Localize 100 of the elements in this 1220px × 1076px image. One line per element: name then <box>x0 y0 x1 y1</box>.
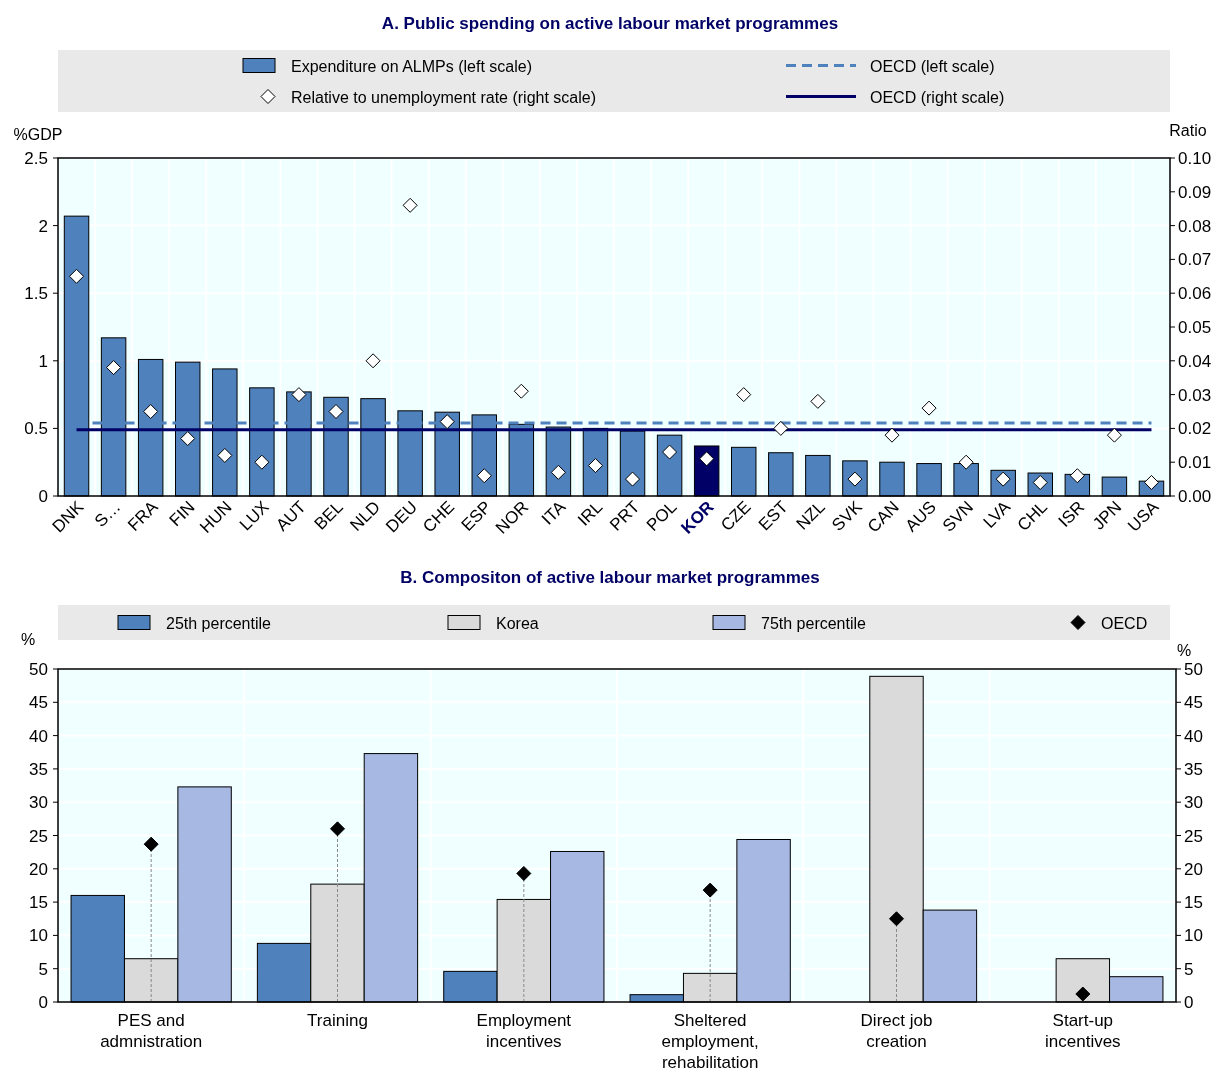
y-axis-title: % <box>20 631 36 648</box>
y2-tick-label: 45 <box>1184 693 1203 713</box>
y2-tick-label: 0.03 <box>1178 385 1212 405</box>
point <box>625 471 641 487</box>
point <box>550 464 566 480</box>
y2-tick-label: 0.04 <box>1178 351 1212 371</box>
y2-tick-label: 25 <box>1184 826 1203 846</box>
y-tick-label: 2 <box>38 216 48 236</box>
point <box>513 383 529 399</box>
y-tick-label: 1.5 <box>24 284 48 304</box>
point <box>884 427 900 443</box>
y2-tick-label: 0.06 <box>1178 284 1212 304</box>
y-tick-label: 50 <box>29 660 48 679</box>
point <box>958 454 974 470</box>
point <box>69 268 85 284</box>
y-axis-title: %GDP <box>13 126 63 143</box>
x-tick-label: Employment incentives <box>476 1011 572 1051</box>
x-tick-label: FRA <box>124 496 162 535</box>
y2-tick-label: 0.02 <box>1178 419 1212 439</box>
point <box>810 393 826 409</box>
y-tick-label: 25 <box>29 826 48 846</box>
y-tick-label: 0 <box>38 487 48 506</box>
legend-label: Expenditure on ALMPs (left scale) <box>291 57 533 75</box>
y2-tick-label: 50 <box>1184 660 1203 679</box>
legend-label: OECD (right scale) <box>870 88 1005 106</box>
y-tick-label: 40 <box>29 726 48 746</box>
y2-tick-label: 0.07 <box>1178 250 1212 270</box>
point <box>736 387 752 403</box>
point <box>180 431 196 447</box>
y2-tick-label: 0.00 <box>1178 487 1212 506</box>
x-tick-label: POL <box>642 497 681 535</box>
y2-tick-label: 0.01 <box>1178 453 1212 473</box>
point <box>1106 427 1122 443</box>
y-tick-label: 15 <box>29 893 48 913</box>
y-tick-label: 1 <box>38 351 48 371</box>
point <box>291 387 307 403</box>
y2-tick-label: 0 <box>1184 993 1194 1012</box>
x-tick-label: LVA <box>979 496 1015 532</box>
y-tick-label: 5 <box>38 959 48 979</box>
y2-tick-label: 15 <box>1184 893 1203 913</box>
y-tick-label: 10 <box>29 926 48 946</box>
point <box>773 420 789 436</box>
y2-tick-label: 30 <box>1184 793 1203 813</box>
chart-title: A. Public spending on active labour market programmes <box>381 14 839 33</box>
point <box>516 865 532 881</box>
legend-label: OECD <box>1101 614 1148 632</box>
point <box>217 447 233 463</box>
y-tick-label: 30 <box>29 793 48 813</box>
legend-label: Korea <box>496 614 539 632</box>
point <box>1069 468 1085 484</box>
point <box>921 400 937 416</box>
point <box>328 404 344 419</box>
x-tick-label: S… <box>90 497 125 531</box>
chart-title: B. Compositon of active labour market programmes <box>400 568 820 587</box>
point <box>889 911 904 927</box>
x-tick-label: ISR <box>1054 497 1089 531</box>
point <box>402 197 418 213</box>
y-tick-label: 35 <box>29 759 48 779</box>
point <box>699 451 715 467</box>
y2-tick-label: 35 <box>1184 759 1203 779</box>
x-tick-label: ITA <box>537 496 570 529</box>
y-tick-label: 20 <box>29 859 48 879</box>
y-tick-label: 45 <box>29 693 48 713</box>
point <box>330 821 345 837</box>
legend-label: Relative to unemployment rate (right scale) <box>291 88 597 106</box>
x-tick-label: USA <box>1124 496 1163 536</box>
point <box>439 414 455 430</box>
x-tick-label: Training <box>307 1011 368 1030</box>
point <box>1075 986 1091 1002</box>
y2-tick-label: 0.05 <box>1178 318 1212 337</box>
point <box>702 882 718 898</box>
y2-tick-label: 10 <box>1184 926 1203 946</box>
x-tick-label: Sheltered employment, rehabilitation <box>661 1011 759 1072</box>
point <box>587 458 603 474</box>
point <box>476 468 492 484</box>
y-tick-label: 0.5 <box>24 419 48 439</box>
legend-label: 25th percentile <box>166 614 272 632</box>
y2-tick-label: 40 <box>1184 726 1203 746</box>
x-tick-label: BEL <box>310 497 347 534</box>
y2-tick-label: 0.09 <box>1178 182 1212 202</box>
x-tick-label: IRL <box>574 497 607 530</box>
y-tick-label: 2.5 <box>24 149 48 168</box>
legend-label: OECD (left scale) <box>870 57 995 75</box>
y2-axis-title: % <box>1176 642 1192 659</box>
point <box>662 444 678 460</box>
x-tick-label: Direct job creation <box>860 1011 933 1051</box>
x-tick-label: PES and admnistration <box>100 1011 203 1051</box>
y2-tick-label: 5 <box>1184 959 1194 979</box>
x-tick-label: FIN <box>165 497 199 531</box>
y2-tick-label: 20 <box>1184 859 1203 879</box>
point <box>365 353 381 369</box>
x-tick-label: NZL <box>792 497 829 534</box>
x-tick-label: CHL <box>1013 497 1052 535</box>
y2-tick-label: 0.10 <box>1178 149 1212 168</box>
y2-tick-label: 0.08 <box>1178 216 1212 236</box>
point <box>143 404 159 419</box>
point <box>143 836 159 852</box>
y-tick-label: 0 <box>38 993 48 1012</box>
point <box>254 454 270 470</box>
point <box>106 360 122 376</box>
